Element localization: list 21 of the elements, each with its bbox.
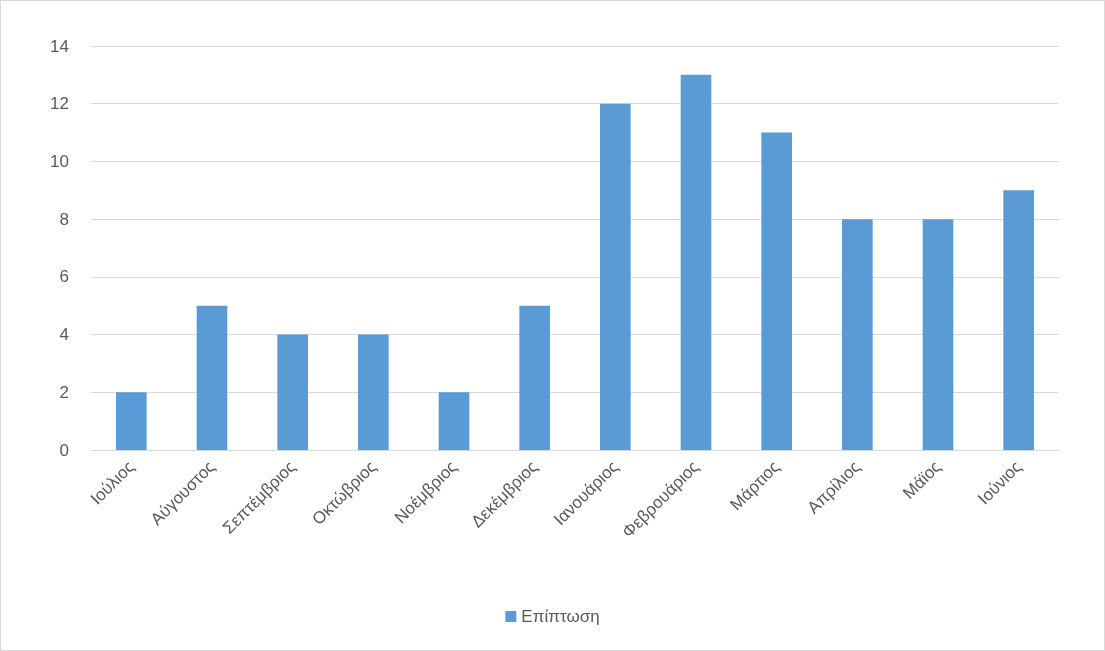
- bar: [196, 305, 228, 450]
- bar: [358, 334, 389, 450]
- bar: [922, 219, 954, 450]
- bar: [600, 103, 631, 450]
- y-tick-label: 2: [59, 382, 69, 402]
- y-tick-label: 6: [59, 267, 69, 287]
- bar: [842, 219, 873, 450]
- y-tick-label: 12: [50, 94, 69, 114]
- y-tick-label: 14: [50, 36, 69, 56]
- legend-label: Επίπτωση: [521, 607, 600, 626]
- bar: [519, 305, 550, 450]
- bar: [277, 334, 308, 450]
- y-tick-label: 4: [59, 325, 69, 345]
- y-tick-label: 10: [50, 151, 69, 171]
- bar: [761, 132, 792, 450]
- bar: [116, 392, 147, 450]
- y-tick-label: 0: [59, 440, 69, 460]
- bar: [680, 74, 712, 450]
- y-tick-label: 8: [59, 209, 69, 229]
- bar: [1003, 190, 1034, 450]
- bar: [438, 392, 470, 450]
